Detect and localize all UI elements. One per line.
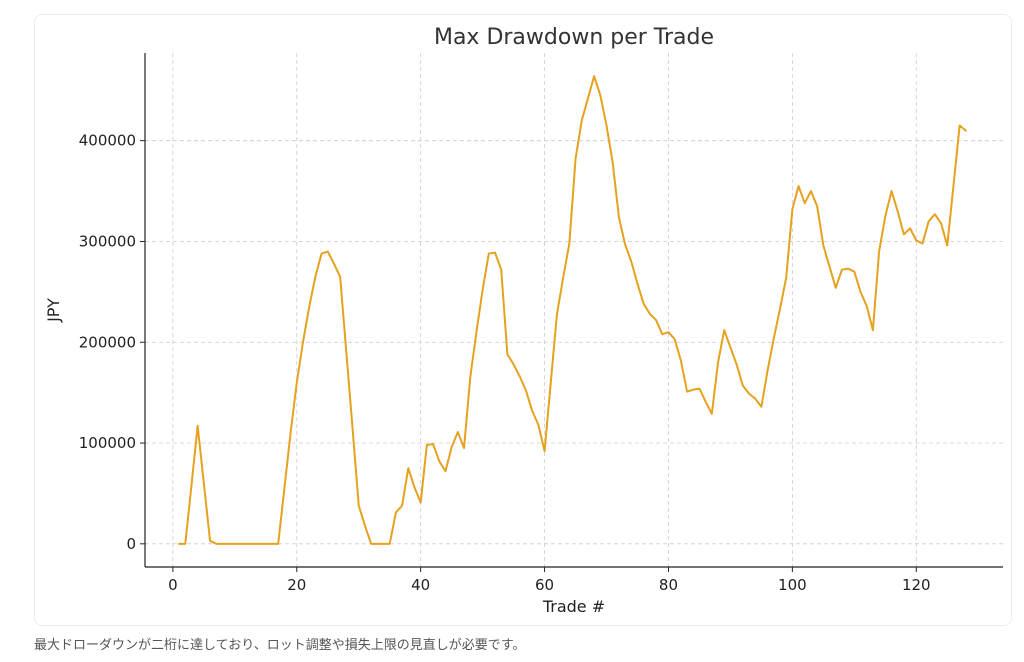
x-tick-label: 60 (535, 576, 554, 594)
x-tick-label: 80 (659, 576, 678, 594)
y-axis-label: JPY (44, 298, 63, 323)
x-tick-label: 40 (411, 576, 430, 594)
series-layer (178, 75, 967, 545)
y-tick-label: 0 (126, 535, 136, 553)
axes-layer (144, 53, 1003, 568)
chart-title: Max Drawdown per Trade (434, 25, 714, 50)
y-tick-label: 300000 (79, 232, 136, 250)
x-tick-label: 100 (778, 576, 807, 594)
drawdown-series-line (178, 75, 967, 545)
ticks-layer: 0 20 40 60 80 100 120 0 100000 200000 300000 400000 (79, 132, 931, 594)
y-tick-label: 400000 (79, 132, 136, 150)
x-axis-label: Trade # (542, 597, 605, 616)
x-tick-label: 120 (902, 576, 931, 594)
y-tick-label: 100000 (79, 434, 136, 452)
chart-caption: 最大ドローダウンが二桁に達しており、ロット調整や損失上限の見直しが必要です。 (34, 638, 526, 653)
grid-layer (145, 53, 1003, 567)
x-tick-label: 20 (287, 576, 306, 594)
y-tick-label: 200000 (79, 333, 136, 351)
drawdown-line-chart: 0 20 40 60 80 100 120 0 100000 200000 300000 400000… (44, 25, 1003, 616)
x-tick-label: 0 (168, 576, 178, 594)
chart-card: 0 20 40 60 80 100 120 0 100000 200000 300000 400000… (34, 14, 1012, 626)
